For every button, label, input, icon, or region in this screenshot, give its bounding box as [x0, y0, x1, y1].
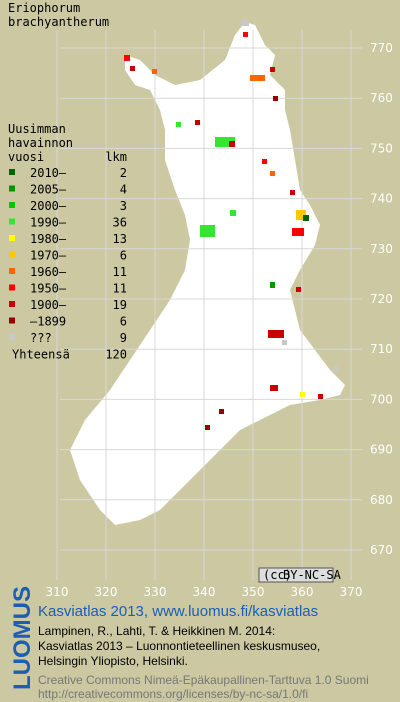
cc-badge-text: BY-NC-SA: [283, 568, 342, 582]
cc-badge: [258, 567, 334, 583]
title: Eriophorum: [8, 1, 80, 15]
legend-count: 9: [120, 331, 127, 345]
x-label: 340: [193, 585, 216, 599]
y-label: 710: [370, 342, 393, 356]
legend-label: ???: [30, 331, 52, 345]
legend-swatch: [9, 317, 15, 324]
y-label: 770: [370, 41, 393, 55]
x-label: 360: [291, 585, 314, 599]
y-label: 750: [370, 141, 393, 155]
legend-label: 1970–: [30, 249, 67, 263]
title: brachyantherum: [8, 15, 109, 29]
legend-label: –1899: [30, 315, 66, 329]
legend-count: 19: [113, 298, 127, 312]
legend-swatch: [9, 284, 15, 291]
logo: LUOMUS: [9, 586, 36, 690]
y-label: 740: [370, 192, 393, 206]
headline: Kasviatlas 2013, www.luomus.fi/kasviatla…: [38, 603, 318, 620]
legend-swatch: [9, 251, 15, 258]
legend-count: 2: [120, 166, 127, 180]
observation-dots: [124, 20, 338, 430]
legend-heading: vuosi: [8, 150, 44, 164]
legend-swatch: [9, 301, 15, 307]
legend-label: 2005–: [30, 183, 67, 197]
legend-count: 36: [113, 216, 127, 230]
y-label: 690: [370, 443, 393, 457]
citation: Helsingin Yliopisto, Helsinki.: [38, 654, 188, 668]
cc-badge-text: (cc): [263, 568, 292, 582]
legend-count: 3: [120, 199, 127, 213]
grid: 770 760 750 740 730 720 710 700 690 680 670 310 320 3…: [46, 30, 393, 599]
legend-label: 2010–: [30, 166, 67, 180]
y-label: 760: [370, 91, 393, 105]
citation: Lampinen, R., Lahti, T. & Heikkinen M. 2…: [38, 624, 275, 638]
legend: 2010– 2 2005– 4 2000– 3 1990– 36 1980– 13 1970– 6 19…: [9, 166, 127, 362]
y-label: 680: [370, 493, 393, 507]
y-label: 700: [370, 392, 393, 406]
x-label: 330: [144, 585, 167, 599]
legend-count: 13: [113, 232, 127, 246]
x-label: 310: [46, 585, 69, 599]
legend-label: 1990–: [30, 216, 67, 230]
legend-label: 1960–: [30, 265, 67, 279]
legend-swatch: [9, 202, 15, 208]
license: http://creativecommons.org/licenses/by-n…: [38, 687, 308, 701]
y-label: 720: [370, 292, 393, 306]
license: Creative Commons Nimeä-Epäkaupallinen-Ta…: [38, 673, 369, 687]
legend-swatch: [9, 169, 15, 175]
citation: Kasviatlas 2013 – Luonnontieteellinen ke…: [38, 639, 320, 653]
legend-heading: Uusimman: [8, 122, 66, 136]
x-label: 320: [95, 585, 118, 599]
legend-total-label: Yhteensä: [12, 348, 70, 362]
legend-heading: havainnon: [8, 136, 73, 150]
legend-count: 4: [120, 183, 127, 197]
legend-swatch: [9, 218, 15, 225]
legend-swatch: [9, 268, 15, 274]
legend-total-count: 120: [105, 348, 127, 362]
x-label: 350: [242, 585, 265, 599]
legend-label: 2000–: [30, 199, 67, 213]
x-label: 370: [340, 585, 363, 599]
legend-label: 1980–: [30, 232, 67, 246]
y-label: 670: [370, 543, 393, 557]
legend-swatch: [9, 235, 15, 241]
y-label: 730: [370, 242, 393, 256]
legend-count: 6: [120, 315, 127, 329]
legend-count: 6: [120, 249, 127, 263]
legend-count: 11: [113, 282, 127, 296]
legend-label: 1900–: [30, 298, 67, 312]
legend-swatch: [9, 185, 15, 192]
legend-count: 11: [113, 265, 127, 279]
legend-swatch: [9, 334, 15, 340]
legend-heading: lkm: [105, 150, 127, 164]
legend-label: 1950–: [30, 282, 67, 296]
